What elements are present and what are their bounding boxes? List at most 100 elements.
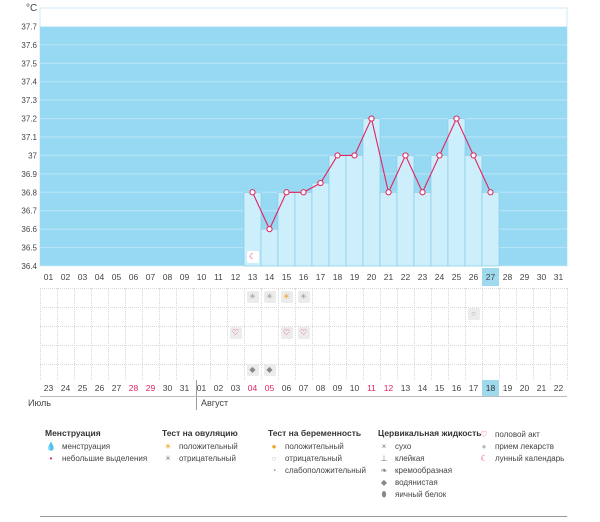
cycle-day-label[interactable]: 22 [400, 272, 411, 282]
cycle-day-label[interactable]: 01 [43, 272, 54, 282]
cycle-day-label[interactable]: 29 [519, 272, 530, 282]
y-tick-label: 37.2 [21, 115, 37, 124]
calendar-date-label[interactable]: 31 [179, 383, 190, 393]
cycle-day-label[interactable]: 23 [417, 272, 428, 282]
calendar-date-label[interactable]: 25 [77, 383, 88, 393]
temperature-point [334, 152, 341, 159]
legend-label: прием лекарств [495, 442, 555, 451]
temperature-chart: 36.4 36.5 36.6 36.7 36.8 36.9 37 37.1 37.2 37.3 37… [21, 3, 568, 271]
temperature-bar [430, 155, 449, 267]
calendar-date-label[interactable]: 10 [349, 383, 360, 393]
calendar-date-label[interactable]: 01 [196, 383, 207, 393]
calendar-date-label[interactable]: 23 [43, 383, 54, 393]
cycle-day-label[interactable]: 02 [60, 272, 71, 282]
legend-item-watery: ◆ водянистая [378, 478, 438, 487]
cycle-day-label[interactable]: 19 [349, 272, 360, 282]
calendar-date-label[interactable]: 03 [230, 383, 241, 393]
calendar-date-label[interactable]: 14 [417, 383, 428, 393]
calendar-date-label[interactable]: 27 [111, 383, 122, 393]
cycle-day-label[interactable]: 27 [482, 268, 499, 286]
calendar-date-label[interactable]: 17 [468, 383, 479, 393]
moon-icon[interactable]: ☾ [246, 251, 259, 263]
calendar-date-label[interactable]: 04 [247, 383, 258, 393]
calendar-date-label[interactable]: 19 [502, 383, 513, 393]
cycle-day-label[interactable]: 08 [162, 272, 173, 282]
cycle-day-label[interactable]: 12 [230, 272, 241, 282]
cycle-day-label[interactable]: 07 [145, 272, 156, 282]
legend-item-spotting: • небольшие выделения [45, 454, 148, 463]
calendar-date-label[interactable]: 30 [162, 383, 173, 393]
cycle-day-label[interactable]: 05 [111, 272, 122, 282]
calendar-date-label[interactable]: 24 [60, 383, 71, 393]
calendar-date-label[interactable]: 09 [332, 383, 343, 393]
calendar-date-label[interactable]: 20 [519, 383, 530, 393]
cycle-day-label[interactable]: 09 [179, 272, 190, 282]
calendar-date-label[interactable]: 29 [145, 383, 156, 393]
calendar-date-label[interactable]: 13 [400, 383, 411, 393]
cycle-day-label[interactable]: 15 [281, 272, 292, 282]
cycle-day-label[interactable]: 13 [247, 272, 258, 282]
calendar-date-label[interactable]: 22 [553, 383, 564, 393]
heart-icon[interactable]: ♡ [297, 327, 310, 339]
marker-column-divider [482, 288, 483, 380]
cycle-day-label[interactable]: 04 [94, 272, 105, 282]
calendar-date-label[interactable]: 05 [264, 383, 275, 393]
legend-label: кремообразная [395, 466, 453, 475]
cycle-day-label[interactable]: 26 [468, 272, 479, 282]
cycle-day-label[interactable]: 20 [366, 272, 377, 282]
temperature-point [266, 226, 273, 233]
legend-item-intercourse: ♡ половой акт [478, 430, 539, 439]
temperature-bar [481, 191, 500, 267]
cycle-day-label[interactable]: 17 [315, 272, 326, 282]
sun-negative-icon[interactable]: ☀ [263, 291, 276, 303]
sun-positive-icon[interactable]: ☀ [280, 291, 293, 303]
legend-label: лунный календарь [495, 454, 565, 463]
y-tick-label: 37.1 [21, 133, 37, 142]
pregnancy-negative-icon[interactable]: ○ [467, 308, 480, 320]
cycle-day-label[interactable]: 31 [553, 272, 564, 282]
calendar-date-label[interactable]: 18 [482, 380, 499, 396]
egg-white-icon[interactable]: ◆ [263, 364, 276, 376]
dry-icon: × [381, 442, 387, 451]
calendar-date-label[interactable]: 11 [367, 383, 376, 393]
calendar-date-label[interactable]: 12 [383, 383, 394, 393]
cycle-day-label[interactable]: 14 [264, 272, 275, 282]
cycle-day-label[interactable]: 21 [383, 272, 394, 282]
temperature-bar [396, 155, 415, 267]
cycle-day-label[interactable]: 30 [536, 272, 547, 282]
legend-label: яичный белок [395, 490, 447, 499]
calendar-date-label[interactable]: 16 [451, 383, 462, 393]
y-tick-label: 36.7 [21, 207, 37, 216]
calendar-date-label[interactable]: 15 [434, 383, 445, 393]
temperature-point [351, 152, 358, 159]
temperature-line [249, 115, 494, 233]
marker-column-divider [142, 288, 143, 380]
cycle-day-label[interactable]: 11 [214, 272, 223, 282]
cycle-day-label[interactable]: 16 [298, 272, 309, 282]
cycle-day-label[interactable]: 28 [502, 272, 513, 282]
heart-icon[interactable]: ♡ [229, 327, 242, 339]
marker-column-divider [227, 288, 228, 380]
sun-negative-icon[interactable]: ☀ [246, 291, 259, 303]
calendar-date-label[interactable]: 02 [213, 383, 224, 393]
cycle-day-label[interactable]: 03 [77, 272, 88, 282]
marker-column-divider [278, 288, 279, 380]
cycle-day-label[interactable]: 06 [128, 272, 139, 282]
cycle-day-label[interactable]: 18 [332, 272, 343, 282]
cycle-day-label[interactable]: 10 [196, 272, 207, 282]
legend-item-medication: ● прием лекарств [478, 442, 554, 451]
calendar-date-label[interactable]: 26 [94, 383, 105, 393]
y-tick-label: 36.9 [21, 170, 37, 179]
cycle-day-label[interactable]: 24 [434, 272, 445, 282]
calendar-date-label[interactable]: 21 [536, 383, 547, 393]
egg-white-icon[interactable]: ◆ [246, 364, 259, 376]
heart-icon[interactable]: ♡ [280, 327, 293, 339]
sun-negative-icon[interactable]: ☀ [297, 291, 310, 303]
marker-column-divider [465, 288, 466, 380]
temperature-point [402, 152, 409, 159]
cycle-day-label[interactable]: 25 [451, 272, 462, 282]
calendar-date-label[interactable]: 07 [298, 383, 309, 393]
calendar-date-label[interactable]: 06 [281, 383, 292, 393]
calendar-date-label[interactable]: 08 [315, 383, 326, 393]
calendar-date-label[interactable]: 28 [128, 383, 139, 393]
